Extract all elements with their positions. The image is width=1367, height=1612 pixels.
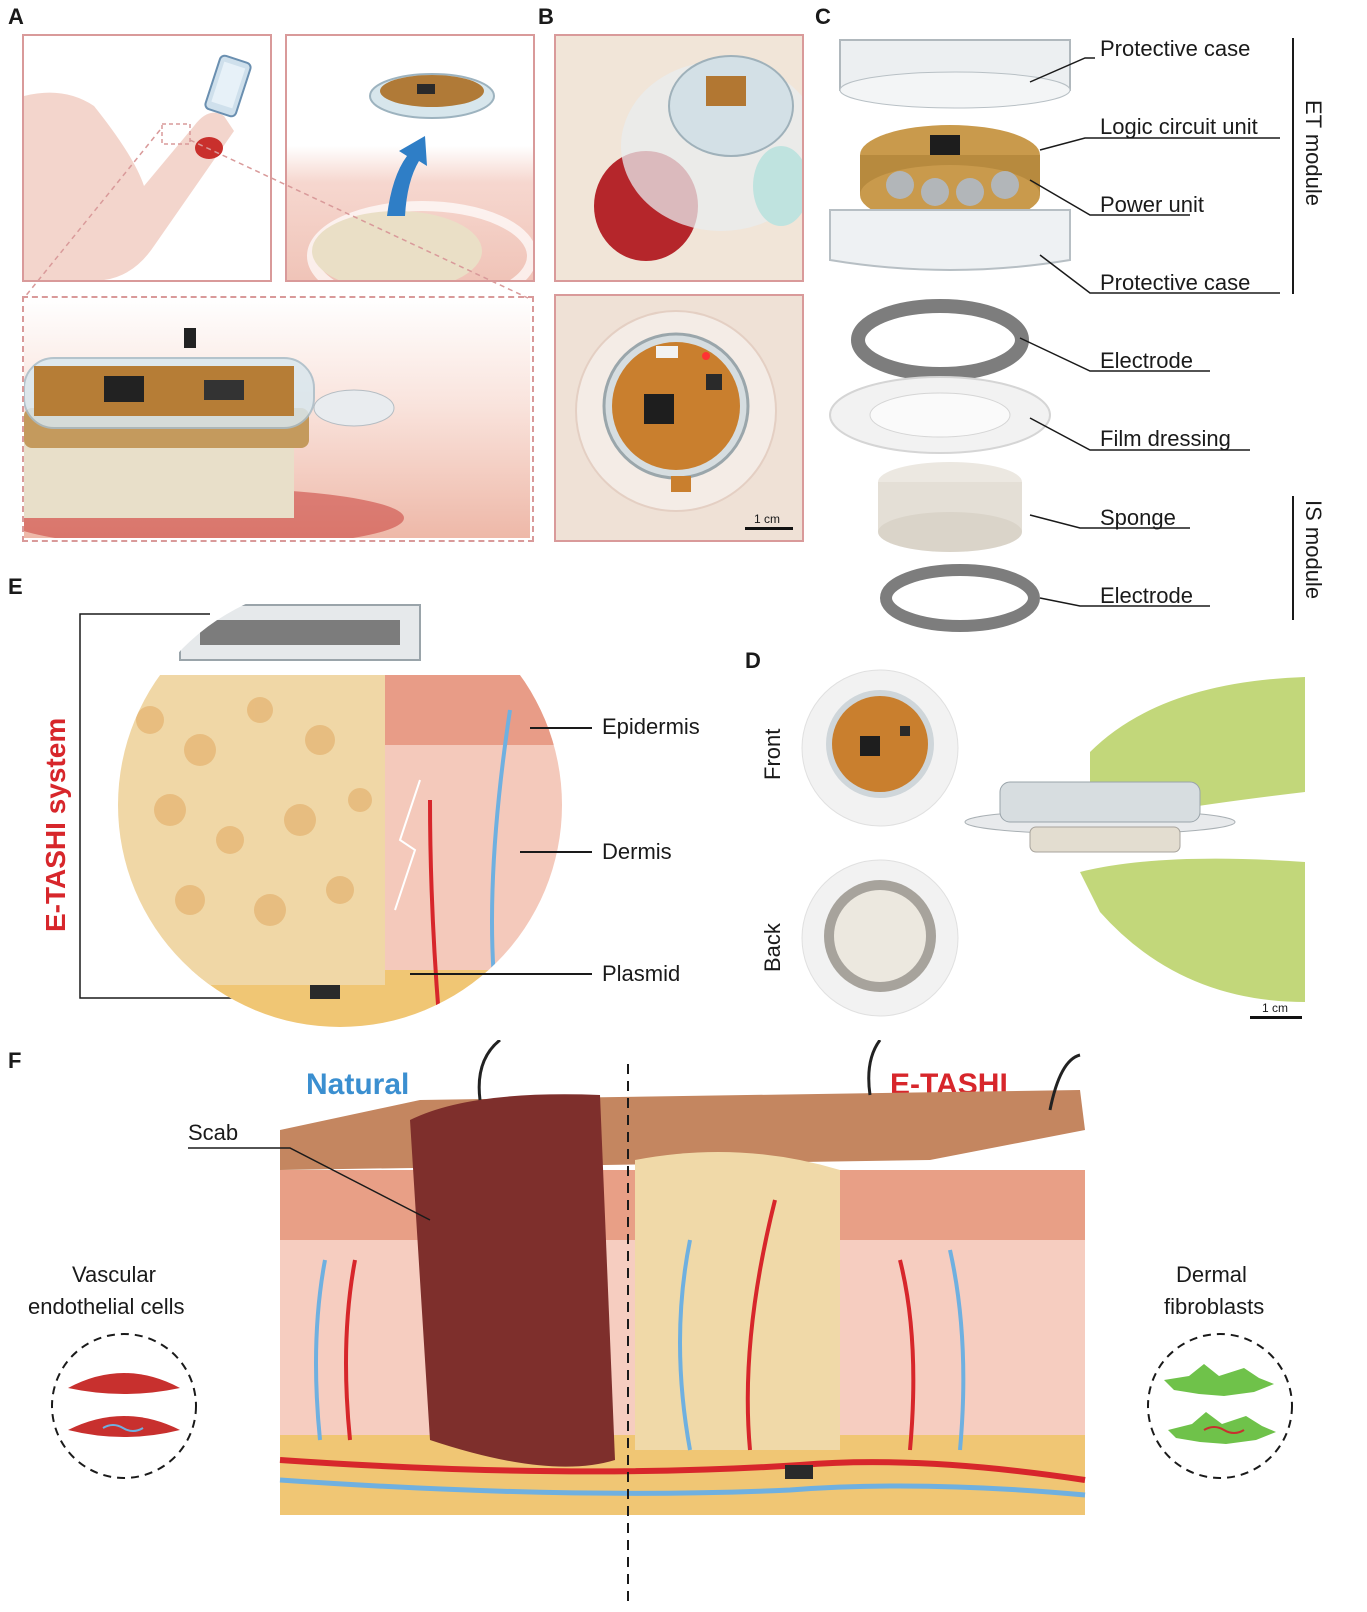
is-module-bracket — [1292, 496, 1294, 620]
label-sponge: Sponge — [1100, 505, 1176, 530]
panel-a-zoom-frame — [22, 296, 534, 542]
vascular-endothelial-label-1: Vascular — [72, 1262, 156, 1287]
label-protective-case-bottom: Protective case — [1100, 270, 1251, 295]
label-protective-case-top: Protective case — [1100, 36, 1251, 61]
dermal-fibroblasts-label-1: Dermal — [1176, 1262, 1247, 1287]
dermal-fibroblasts-label-2: fibroblasts — [1164, 1294, 1265, 1319]
panel-b-scale-bar — [745, 527, 793, 530]
panel-d-scale-bar — [1250, 1016, 1302, 1019]
panel-b-scale-label: 1 cm — [754, 512, 781, 526]
panel-e-letter: E — [8, 574, 23, 599]
panel-a-letter: A — [8, 4, 24, 29]
label-plasmid: Plasmid — [602, 961, 681, 986]
panel-d-letter: D — [745, 648, 761, 673]
fibroblasts-icon — [1147, 1333, 1293, 1479]
panel-d-scale-label: 1 cm — [1262, 1001, 1289, 1015]
wound-healing-comparison-illustration — [279, 1040, 1086, 1515]
label-epidermis: Epidermis — [602, 714, 700, 739]
panel-a-arm-illustration — [22, 34, 272, 282]
device-back-photo — [801, 859, 959, 1017]
natural-label: Natural — [306, 1068, 410, 1101]
label-film-dressing: Film dressing — [1100, 426, 1231, 451]
label-electrode-bottom: Electrode — [1100, 583, 1193, 608]
skin-crosssection-illustration — [118, 583, 562, 1027]
panel-a-device-lift-photo — [285, 34, 535, 282]
et-module-bracket — [1292, 38, 1294, 294]
label-logic-circuit-unit: Logic circuit unit — [1100, 114, 1258, 139]
label-power-unit: Power unit — [1100, 192, 1204, 217]
arm-with-phone-illustration — [24, 54, 252, 280]
endothelial-cells-icon — [51, 1333, 197, 1479]
device-closeup-illustration — [24, 328, 404, 538]
panel-a-device-closeup — [24, 298, 530, 538]
panel-b-wound-photo — [554, 34, 804, 282]
panel-f-letter: F — [8, 1048, 22, 1073]
exploded-view-illustration — [829, 39, 1071, 632]
device-lift-illustration — [307, 73, 533, 280]
scab-label: Scab — [188, 1120, 239, 1145]
panel-b-letter: B — [538, 4, 554, 29]
device-front-photo — [801, 669, 959, 827]
panel-c-letter: C — [815, 4, 831, 29]
vascular-endothelial-label-2: endothelial cells — [28, 1294, 185, 1319]
label-dermis: Dermis — [602, 839, 672, 864]
label-electrode-top: Electrode — [1100, 348, 1193, 373]
panel-b-device-top-photo — [554, 294, 804, 542]
wound-device-photo — [594, 55, 802, 261]
device-top-photo — [575, 310, 777, 512]
device-held-photo — [964, 677, 1305, 1002]
